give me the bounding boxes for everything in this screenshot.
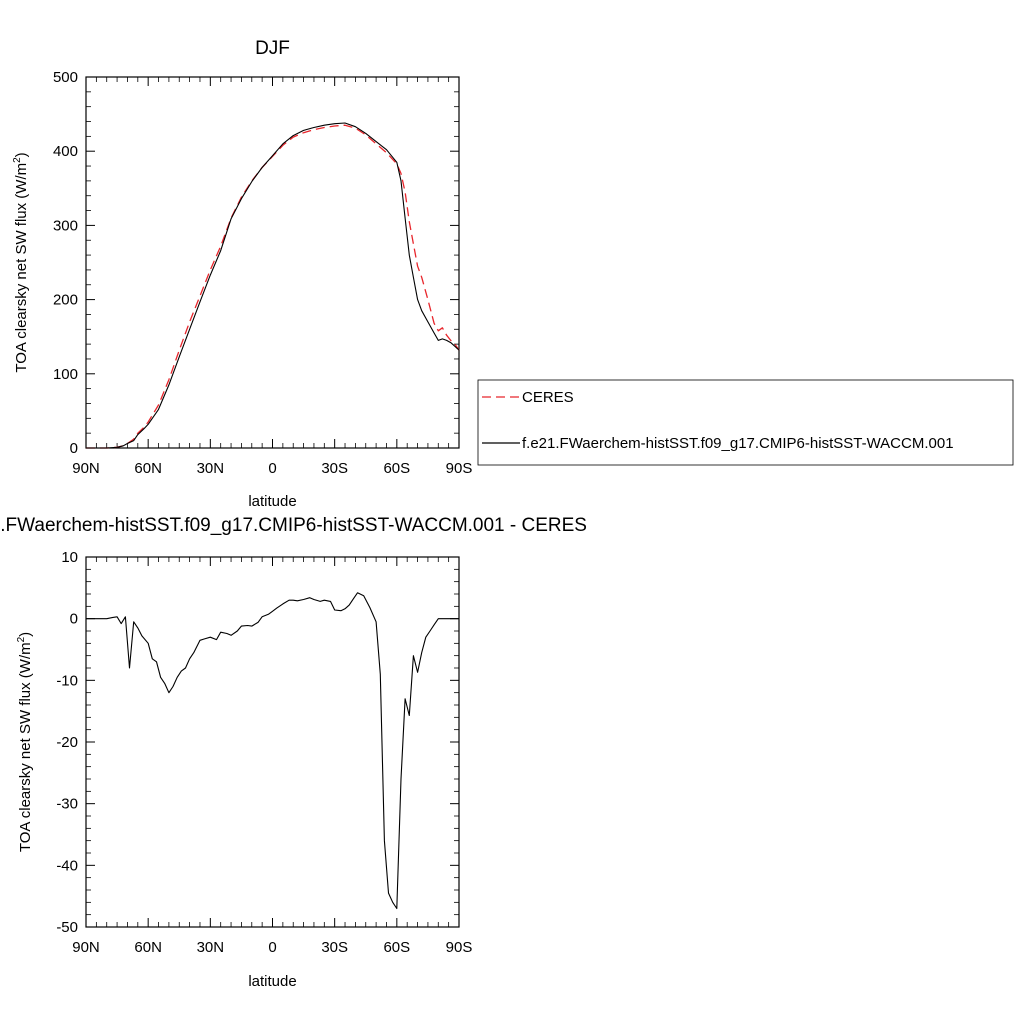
x-axis-label: latitude xyxy=(248,973,296,990)
y-tick-label: 0 xyxy=(70,440,78,457)
y-tick-label: -20 xyxy=(56,734,78,751)
plot-title: DJF xyxy=(255,38,290,59)
plot-frame xyxy=(85,76,460,449)
x-tick-label: 60S xyxy=(383,939,410,956)
x-tick-label: 60N xyxy=(134,939,162,956)
x-tick-label: 30S xyxy=(321,460,348,477)
x-tick-label: 60S xyxy=(383,460,410,477)
y-tick-label: 10 xyxy=(61,549,78,566)
y-axis-label: TOA clearsky net SW flux (W/m2) xyxy=(12,152,30,372)
x-axis-label: latitude xyxy=(248,493,296,510)
x-tick-label: 90N xyxy=(72,939,100,956)
y-tick-label: 0 xyxy=(70,611,78,628)
plot-panel-2: 90N 60N 30N 0 30S 60S 90S -50 -40 -30 -20 -10 0 10 f.e… xyxy=(0,515,587,990)
x-tick-label: 0 xyxy=(268,939,276,956)
series-line-model xyxy=(86,592,459,910)
y-tick-label: 100 xyxy=(53,366,78,383)
x-tick-label: 30S xyxy=(321,939,348,956)
x-tick-label: 90S xyxy=(446,460,473,477)
legend-entry: CERES xyxy=(522,389,574,406)
y-tick-label: 300 xyxy=(53,217,78,234)
x-tick-label: 90S xyxy=(446,939,473,956)
y-tick-label: -10 xyxy=(56,672,78,689)
x-tick-label: 0 xyxy=(268,460,276,477)
y-tick-label: -30 xyxy=(56,796,78,813)
plot-panel-1: 90N 60N 30N 0 30S 60S 90S 0 100 200 300 400 500 DJF la… xyxy=(12,38,1014,510)
plot-title: f.e21.FWaerchem-histSST.f09_g17.CMIP6-hi… xyxy=(0,515,587,536)
x-tick-label: 30N xyxy=(197,460,225,477)
legend-entry: f.e21.FWaerchem-histSST.f09_g17.CMIP6-hi… xyxy=(522,435,954,452)
y-tick-label: 200 xyxy=(53,292,78,309)
x-tick-label: 90N xyxy=(72,460,100,477)
x-tick-label: 60N xyxy=(134,460,162,477)
y-tick-label: 400 xyxy=(53,143,78,160)
series-line-ceres xyxy=(86,124,460,449)
series-line-model xyxy=(86,122,460,449)
y-axis-label: TOA clearsky net SW flux (W/m2) xyxy=(16,632,34,852)
y-tick-label: 500 xyxy=(53,69,78,86)
legend: CERES f.e21.FWaerchem-histSST.f09_g17.CMI… xyxy=(477,379,1014,466)
y-tick-label: -50 xyxy=(56,919,78,936)
y-tick-label: -40 xyxy=(56,857,78,874)
legend-box xyxy=(477,379,1014,466)
x-tick-label: 30N xyxy=(197,939,225,956)
